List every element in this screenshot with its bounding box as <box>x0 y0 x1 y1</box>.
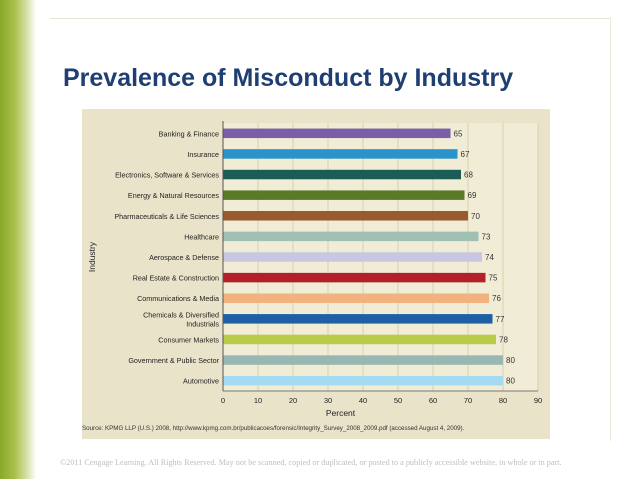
data-label: 76 <box>492 294 501 303</box>
bar <box>223 375 503 386</box>
x-tick-label: 80 <box>499 396 507 405</box>
x-tick-label: 0 <box>221 396 225 405</box>
bar <box>223 314 493 324</box>
bar <box>223 190 465 200</box>
slide-title: Prevalence of Misconduct by Industry <box>63 64 514 92</box>
x-tick-label: 60 <box>429 396 437 405</box>
decorative-side-bar <box>0 0 36 479</box>
bar <box>223 211 468 221</box>
category-label: Communications & Media <box>137 294 219 303</box>
data-label: 68 <box>464 171 473 180</box>
bar <box>223 149 458 159</box>
category-label: Industrials <box>186 319 219 328</box>
x-tick-label: 20 <box>289 396 297 405</box>
category-label: Insurance <box>187 150 219 159</box>
slide-frame <box>50 18 611 441</box>
category-label: Banking & Finance <box>159 129 219 138</box>
data-label: 69 <box>468 191 477 200</box>
data-label: 67 <box>461 150 470 159</box>
bar <box>223 272 486 283</box>
category-label: Energy & Natural Resources <box>128 191 219 200</box>
x-tick-label: 30 <box>324 396 332 405</box>
data-label: 74 <box>485 253 494 262</box>
x-tick-label: 70 <box>464 396 472 405</box>
bar <box>223 355 503 365</box>
data-label: 70 <box>471 212 480 221</box>
category-label: Government & Public Sector <box>128 356 219 365</box>
category-label: Healthcare <box>184 232 219 241</box>
category-label: Electronics, Software & Services <box>115 171 219 180</box>
bar <box>223 252 482 262</box>
y-axis-title: Industry <box>87 241 97 272</box>
data-label: 80 <box>506 377 515 386</box>
copyright-note: ©2011 Cengage Learning. All Rights Reser… <box>60 458 562 467</box>
category-label: Aerospace & Defense <box>149 253 219 262</box>
data-label: 65 <box>454 129 463 138</box>
category-label: Automotive <box>183 377 219 386</box>
bar <box>223 169 461 180</box>
bar <box>223 231 479 242</box>
bar <box>223 128 451 139</box>
category-label: Chemicals & Diversified <box>143 310 219 319</box>
x-tick-label: 10 <box>254 396 262 405</box>
x-axis-title: Percent <box>326 408 356 418</box>
data-label: 78 <box>499 335 508 344</box>
data-label: 75 <box>489 274 498 283</box>
bar <box>223 293 489 303</box>
category-label: Pharmaceuticals & Life Sciences <box>114 212 219 221</box>
data-label: 73 <box>482 232 491 241</box>
source-note: Source: KPMG LLP (U.S.) 2008, http://www… <box>82 425 465 432</box>
bar <box>223 334 496 345</box>
category-label: Consumer Markets <box>158 335 219 344</box>
data-label: 77 <box>496 315 505 324</box>
x-tick-label: 90 <box>534 396 542 405</box>
x-tick-label: 40 <box>359 396 367 405</box>
data-label: 80 <box>506 356 515 365</box>
x-tick-label: 50 <box>394 396 402 405</box>
category-label: Real Estate & Construction <box>133 274 219 283</box>
